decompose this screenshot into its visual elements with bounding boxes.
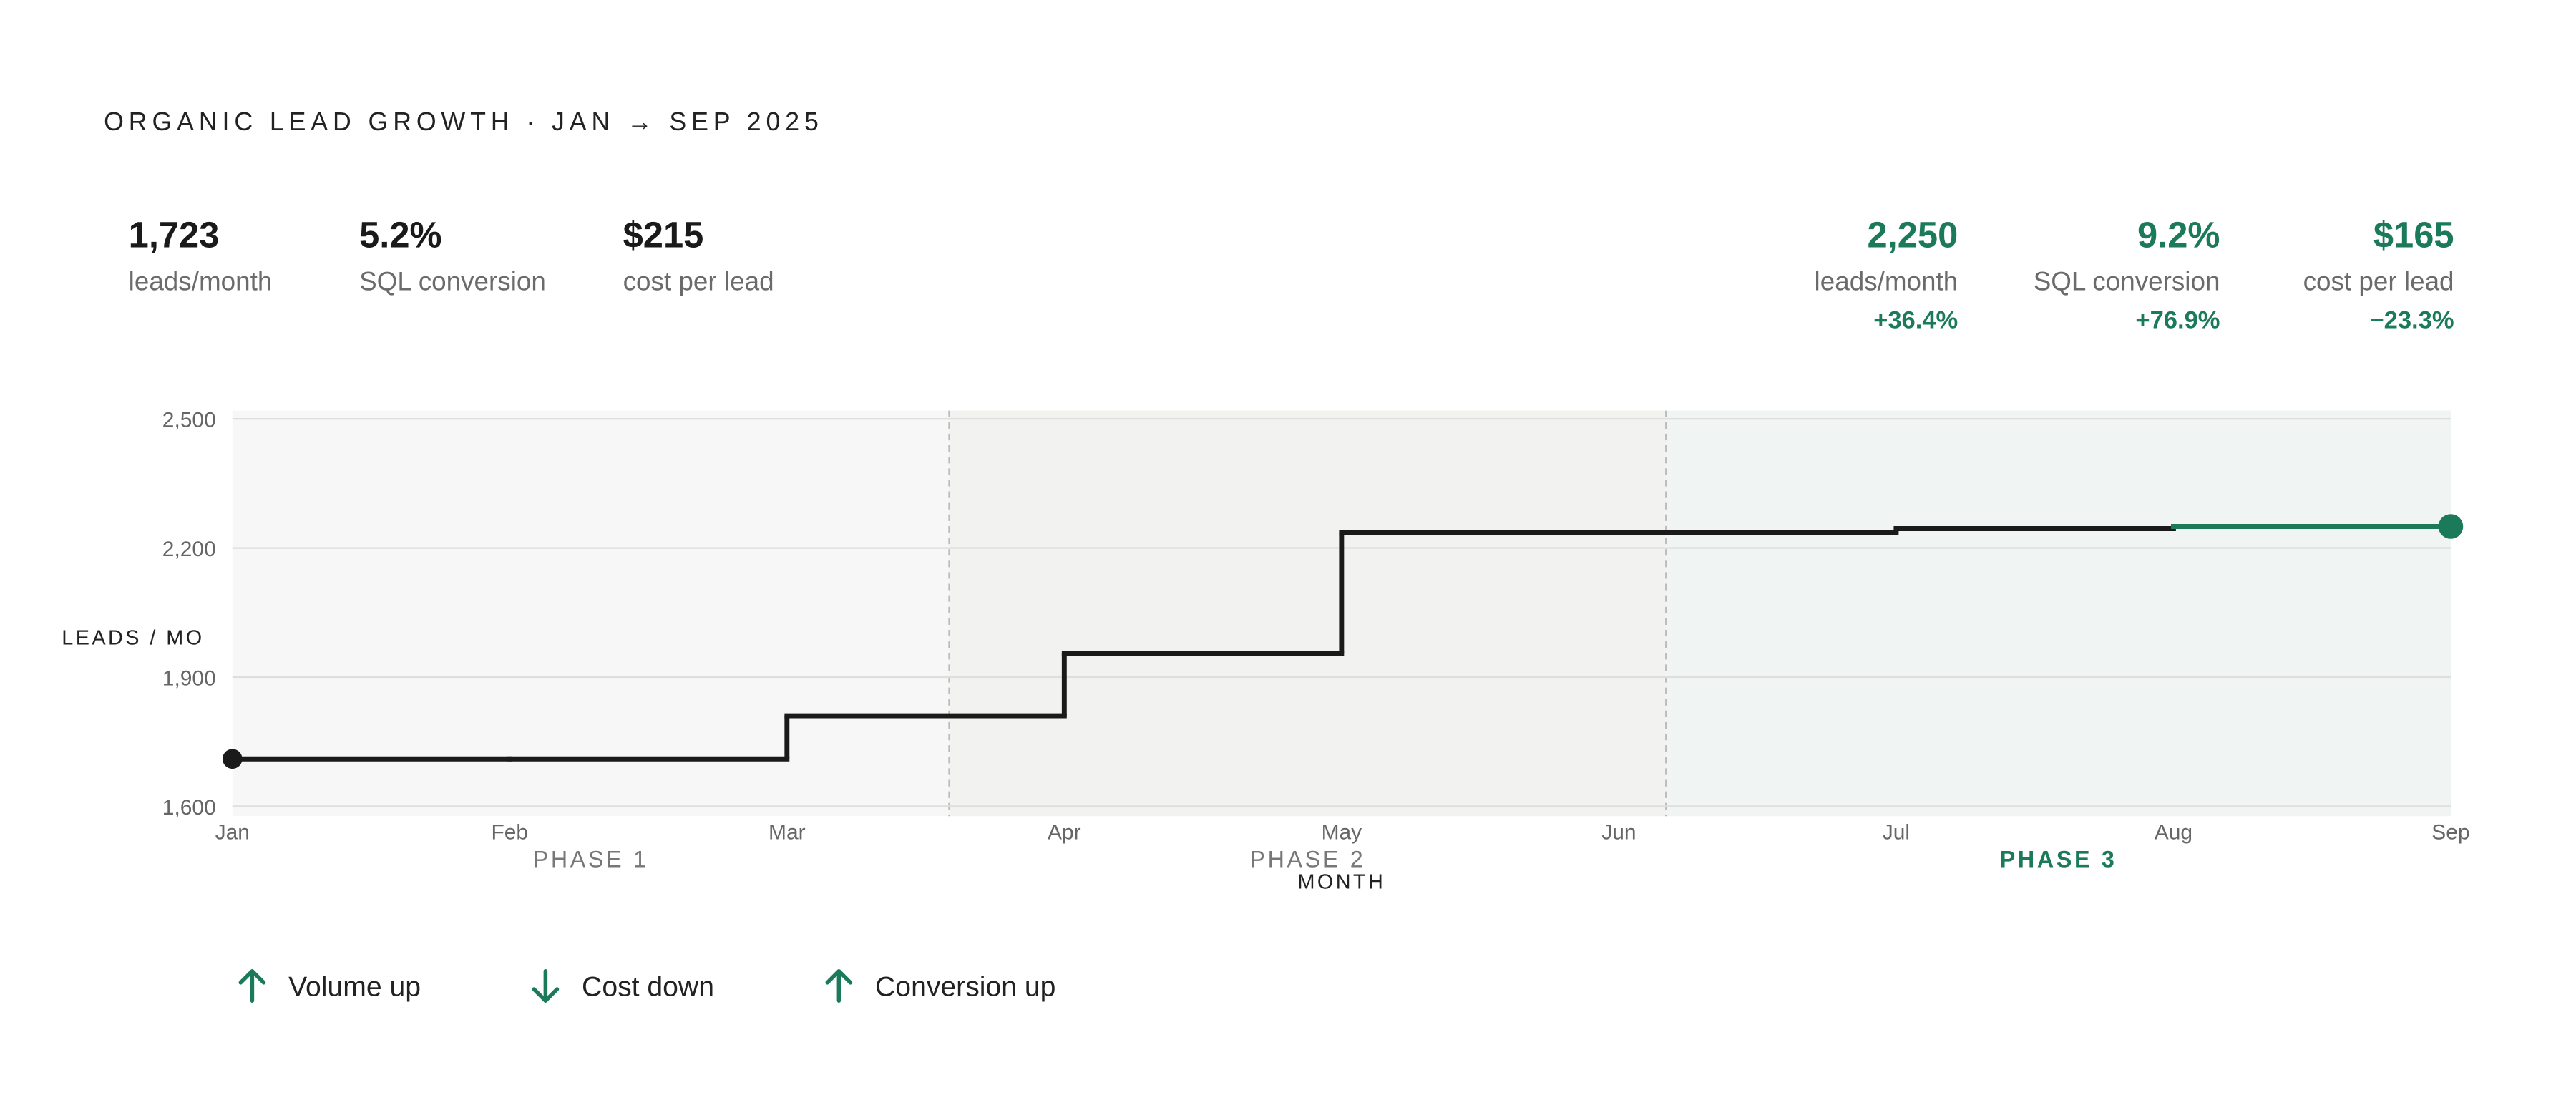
kpi-label: SQL conversion (2034, 266, 2220, 296)
legend-arrow (238, 968, 266, 1003)
kpi-label: SQL conversion (359, 266, 546, 296)
x-tick-label: Aug (2155, 820, 2192, 844)
x-tick-label: Mar (769, 820, 806, 844)
phase-band (949, 410, 1667, 817)
legend-label: Cost down (582, 971, 714, 1002)
phase-band (232, 410, 950, 817)
legend-arrow (825, 968, 853, 1003)
legend-label: Volume up (288, 971, 421, 1002)
page-title: ORGANIC LEAD GROWTH · JAN → SEP 2025 (104, 107, 824, 136)
kpi-delta: −23.3% (2369, 306, 2454, 334)
kpi-label: leads/month (1815, 266, 1958, 296)
x-tick-label: Sep (2431, 820, 2469, 844)
x-tick-label: Jun (1601, 820, 1636, 844)
kpi-value: 1,723 (129, 215, 220, 256)
y-tick-label: 2,200 (162, 538, 216, 561)
x-tick-label: May (1322, 820, 1362, 844)
kpi-value: 2,250 (1868, 215, 1958, 256)
kpi-label: cost per lead (623, 266, 774, 296)
x-tick-label: Jul (1883, 820, 1910, 844)
phase-label: PHASE 2 (1249, 847, 1365, 873)
y-axis-title: LEADS / MO (62, 627, 204, 650)
kpi-label: cost per lead (2303, 266, 2454, 296)
legend-arrow (532, 968, 560, 1003)
y-tick-label: 1,900 (162, 666, 216, 690)
start-marker (222, 749, 243, 769)
phase-label: PHASE 3 (2000, 847, 2117, 873)
kpi-value: 5.2% (359, 215, 441, 256)
y-tick-label: 2,500 (162, 409, 216, 432)
end-marker (2438, 514, 2464, 539)
phase-band (1666, 410, 2451, 817)
kpi-value: $165 (2373, 215, 2454, 256)
kpi-value: $215 (623, 215, 704, 256)
phase-label: PHASE 1 (533, 847, 649, 873)
chart: PHASE 1 PHASE 2 PHASE 3 1,600 1,900 2,200 2,50… (62, 409, 2469, 894)
legend-label: Conversion up (875, 971, 1055, 1002)
x-tick-label: Jan (215, 820, 250, 844)
x-tick-label: Apr (1048, 820, 1081, 844)
x-axis-title: MONTH (1297, 871, 1385, 894)
kpi-delta: +76.9% (2135, 306, 2220, 334)
x-tick-label: Feb (491, 820, 528, 844)
y-tick-label: 1,600 (162, 796, 216, 820)
kpi-label: leads/month (129, 266, 273, 296)
kpi-value: 9.2% (2137, 215, 2220, 256)
kpi-delta: +36.4% (1873, 306, 1958, 334)
